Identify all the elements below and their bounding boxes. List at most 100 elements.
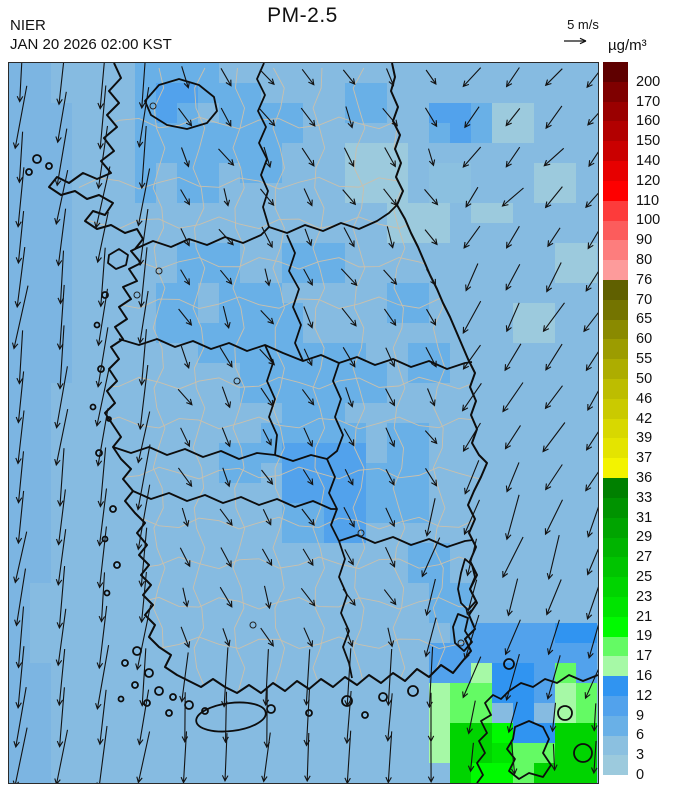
colorbar-segment [603,240,628,261]
units-label: µg/m³ [608,37,647,54]
city-markers [133,102,465,647]
colorbar-label: 46 [636,390,653,407]
colorbar-label: 12 [636,687,653,704]
island [103,589,111,597]
colorbar-label: 31 [636,509,653,526]
colorbar-label: 76 [636,271,653,288]
colorbar-segment [603,636,628,657]
city-marker [155,267,163,275]
jeonnam-north-border [132,490,337,510]
island [109,505,117,513]
colorbar-segment [603,755,628,776]
city-marker [149,102,157,110]
city-marker [133,291,141,299]
gyeongbuk-west-border [326,362,344,542]
colorbar-label: 42 [636,410,653,427]
island [106,416,112,422]
colorbar-segment [603,260,628,280]
colorbar-segment [603,180,628,201]
colorbar-segment [603,656,628,677]
island [503,658,515,670]
island [95,449,103,457]
colorbar-label: 29 [636,529,653,546]
colorbar-segment [603,497,628,518]
island [154,686,164,696]
korea-coastline [48,63,488,694]
island [169,693,177,701]
colorbar-segment [603,478,628,498]
colorbar-label: 23 [636,588,653,605]
gyeonggi-gangwon-border [286,234,304,362]
island [93,321,101,329]
city-marker [457,639,465,647]
island [361,711,369,719]
colorbar-segment [603,200,628,221]
island [131,681,139,689]
colorbar-label: 150 [636,133,661,150]
colorbar-segment [603,616,628,637]
colorbar-label: 36 [636,469,653,486]
colorbar-segment [603,735,628,756]
geoje-island [407,685,419,697]
japan-kyushu-coast [476,674,598,783]
colorbar-label: 160 [636,113,661,130]
tsushima-north [457,558,477,611]
colorbar-segment [603,62,628,82]
page-title: PM-2.5 [267,4,338,27]
map-canvas [9,63,598,783]
colorbar-segment [603,517,628,538]
colorbar-label: 16 [636,667,653,684]
colorbar-segment [603,81,628,102]
colorbar-segment [603,715,628,736]
colorbar-label: 6 [636,727,645,744]
colorbar-segment [603,577,628,597]
colorbar-label: 65 [636,311,653,328]
island [89,403,97,411]
colorbar-label: 100 [636,212,661,229]
island [117,695,125,703]
island [25,168,33,176]
island [201,707,209,715]
colorbar-segment [603,557,628,578]
province-borders [112,63,474,679]
colorbar [603,62,628,776]
colorbar-label: 120 [636,172,661,189]
japan-island-loop [506,720,552,780]
colorbar-segment [603,398,628,419]
colorbar-label: 17 [636,648,653,665]
island [184,700,194,710]
colorbar-label: 21 [636,608,653,625]
jeju-island [195,701,267,733]
ganghwa-island [107,248,129,270]
island [121,659,129,667]
colorbar-segment [603,676,628,696]
tsushima-south [452,613,473,652]
colorbar-segment [603,438,628,459]
colorbar-segment [603,141,628,162]
colorbar-segment [603,359,628,379]
colorbar-label: 60 [636,331,653,348]
island [32,154,42,164]
colorbar-segment [603,596,628,617]
island [144,668,154,678]
islands [25,154,598,783]
colorbar-segment [603,339,628,360]
chungcheong-north-border [118,338,473,370]
colorbar-label: 90 [636,232,653,249]
colorbar-label: 37 [636,450,653,467]
island [132,646,142,656]
nk-region-loop [144,78,218,130]
colorbar-segment [603,319,628,340]
colorbar-segment [603,696,628,716]
island [573,743,593,763]
colorbar-label: 170 [636,93,661,110]
city-marker [233,377,241,385]
colorbar-label: 70 [636,291,653,308]
colorbar-segment [603,220,628,241]
colorbar-label: 110 [636,192,660,209]
colorbar-label: 55 [636,351,653,368]
island [113,561,121,569]
jeonnam-gyeongnam-border [338,540,353,679]
wind-scale-arrow-icon [564,37,587,45]
